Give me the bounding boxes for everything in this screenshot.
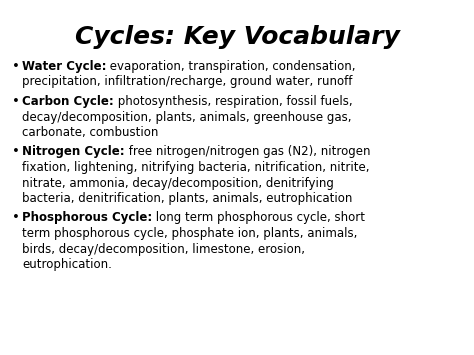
Text: •: • bbox=[12, 146, 20, 158]
Text: •: • bbox=[12, 95, 20, 108]
Text: Phosphorous Cycle:: Phosphorous Cycle: bbox=[22, 212, 152, 224]
Text: long term phosphorous cycle, short: long term phosphorous cycle, short bbox=[152, 212, 365, 224]
Text: term phosphorous cycle, phosphate ion, plants, animals,: term phosphorous cycle, phosphate ion, p… bbox=[22, 227, 357, 240]
Text: •: • bbox=[12, 60, 20, 73]
Text: bacteria, denitrification, plants, animals, eutrophication: bacteria, denitrification, plants, anima… bbox=[22, 192, 352, 205]
Text: photosynthesis, respiration, fossil fuels,: photosynthesis, respiration, fossil fuel… bbox=[114, 95, 352, 108]
Text: nitrate, ammonia, decay/decomposition, denitrifying: nitrate, ammonia, decay/decomposition, d… bbox=[22, 176, 334, 190]
Text: Carbon Cycle:: Carbon Cycle: bbox=[22, 95, 114, 108]
Text: precipitation, infiltration/recharge, ground water, runoff: precipitation, infiltration/recharge, gr… bbox=[22, 76, 352, 88]
Text: decay/decomposition, plants, animals, greenhouse gas,: decay/decomposition, plants, animals, gr… bbox=[22, 110, 352, 124]
Text: fixation, lightening, nitrifying bacteria, nitrification, nitrite,: fixation, lightening, nitrifying bacteri… bbox=[22, 161, 370, 174]
Text: eutrophication.: eutrophication. bbox=[22, 258, 112, 271]
Text: Cycles: Key Vocabulary: Cycles: Key Vocabulary bbox=[74, 25, 400, 49]
Text: free nitrogen/nitrogen gas (N2), nitrogen: free nitrogen/nitrogen gas (N2), nitroge… bbox=[125, 146, 370, 158]
Text: Water Cycle:: Water Cycle: bbox=[22, 60, 107, 73]
Text: •: • bbox=[12, 212, 20, 224]
Text: carbonate, combustion: carbonate, combustion bbox=[22, 126, 158, 139]
Text: Nitrogen Cycle:: Nitrogen Cycle: bbox=[22, 146, 125, 158]
Text: birds, decay/decomposition, limestone, erosion,: birds, decay/decomposition, limestone, e… bbox=[22, 242, 305, 256]
Text: evaporation, transpiration, condensation,: evaporation, transpiration, condensation… bbox=[107, 60, 356, 73]
